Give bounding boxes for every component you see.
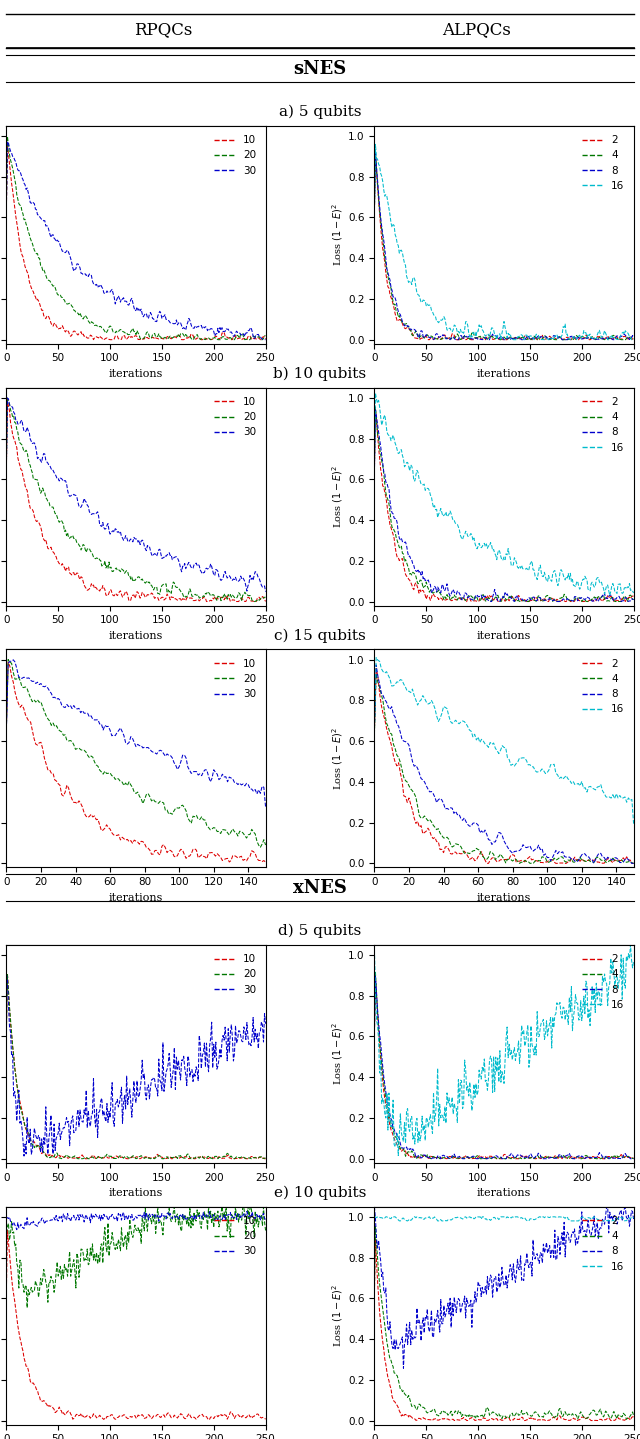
Text: RPQCs: RPQCs — [134, 22, 193, 39]
Text: sNES: sNES — [293, 59, 347, 78]
Text: xNES: xNES — [293, 879, 347, 896]
Legend: 10, 20, 30: 10, 20, 30 — [210, 655, 260, 704]
Text: e) 10 qubits: e) 10 qubits — [274, 1186, 366, 1200]
Legend: 2, 4, 8, 16: 2, 4, 8, 16 — [578, 950, 628, 1014]
Y-axis label: Loss $(1-E)^2$: Loss $(1-E)^2$ — [331, 1284, 346, 1347]
X-axis label: iterations: iterations — [477, 368, 531, 378]
Legend: 10, 20, 30: 10, 20, 30 — [210, 393, 260, 442]
Text: a) 5 qubits: a) 5 qubits — [279, 105, 361, 119]
Y-axis label: Loss $(1-E)^2$: Loss $(1-E)^2$ — [331, 203, 346, 266]
X-axis label: iterations: iterations — [109, 368, 163, 378]
Legend: 2, 4, 8, 16: 2, 4, 8, 16 — [578, 655, 628, 718]
Y-axis label: Loss $(1-E)^2$: Loss $(1-E)^2$ — [331, 1022, 346, 1085]
Text: ALPQCs: ALPQCs — [442, 22, 511, 39]
X-axis label: iterations: iterations — [477, 892, 531, 902]
Legend: 10, 20, 30: 10, 20, 30 — [210, 950, 260, 999]
X-axis label: iterations: iterations — [109, 1189, 163, 1199]
X-axis label: iterations: iterations — [109, 630, 163, 640]
Y-axis label: Loss $(1-E)^2$: Loss $(1-E)^2$ — [331, 465, 346, 528]
Text: b) 10 qubits: b) 10 qubits — [273, 367, 367, 381]
X-axis label: iterations: iterations — [109, 892, 163, 902]
Legend: 2, 4, 8, 16: 2, 4, 8, 16 — [578, 1212, 628, 1276]
X-axis label: iterations: iterations — [477, 630, 531, 640]
Legend: 10, 20, 30: 10, 20, 30 — [210, 131, 260, 180]
Text: c) 15 qubits: c) 15 qubits — [274, 629, 366, 643]
Legend: 10, 20, 30: 10, 20, 30 — [210, 1212, 260, 1261]
Legend: 2, 4, 8, 16: 2, 4, 8, 16 — [578, 131, 628, 194]
Y-axis label: Loss $(1-E)^2$: Loss $(1-E)^2$ — [331, 727, 346, 790]
Legend: 2, 4, 8, 16: 2, 4, 8, 16 — [578, 393, 628, 456]
Text: d) 5 qubits: d) 5 qubits — [278, 924, 362, 938]
X-axis label: iterations: iterations — [477, 1189, 531, 1199]
